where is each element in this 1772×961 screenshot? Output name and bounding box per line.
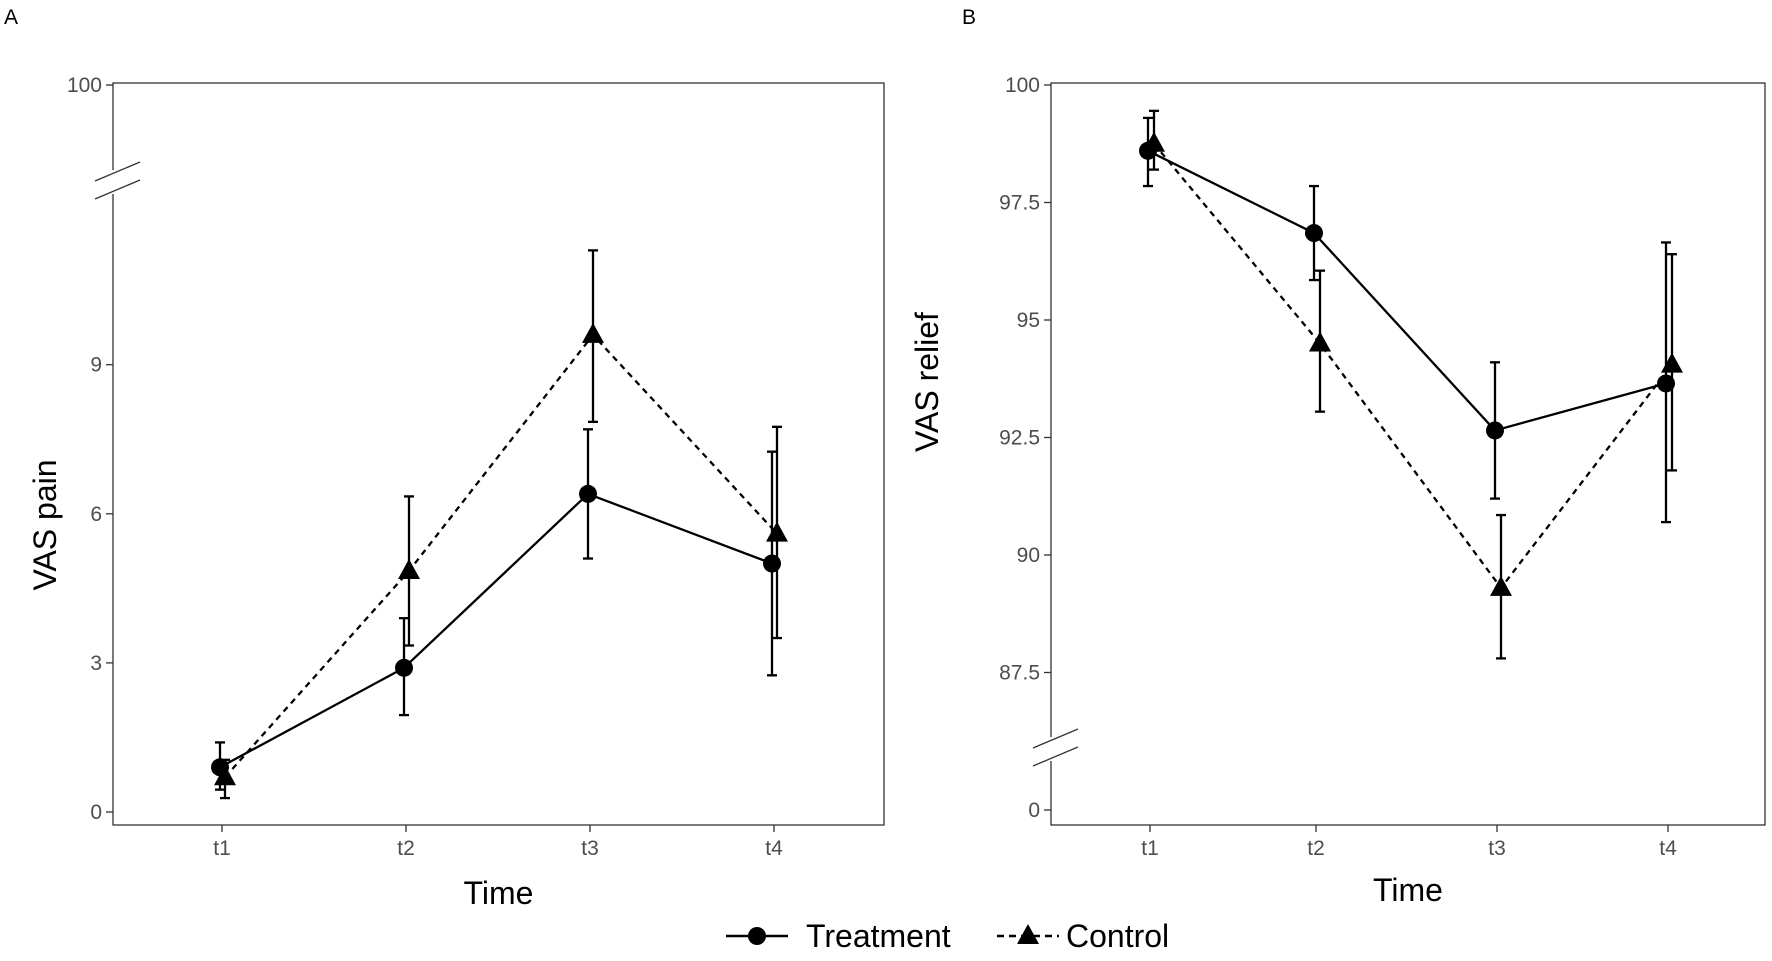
panel-a-axis-break-mark: [94, 161, 141, 182]
legend: Treatment Control: [726, 918, 1169, 954]
panel-a-series: [211, 249, 788, 800]
panel-b-y-tick-label: 87.5: [999, 662, 1040, 685]
panel-b-y-tick-label: 90: [1017, 544, 1040, 567]
panel-a-axis-break-mark: [94, 179, 141, 200]
panel-a-control-point: [398, 558, 420, 579]
panel-b-control-point: [1309, 331, 1331, 352]
panel-b-treatment-point: [1305, 224, 1323, 243]
panel-a-treatment-line: [219, 492, 773, 769]
panel-b-control-line: [1153, 143, 1673, 590]
panel-a-treatment-point: [763, 554, 781, 573]
panel-a-axis-break: [91, 161, 141, 200]
panel-a-y-tick-label: 100: [67, 74, 102, 97]
legend-treatment-marker: [748, 927, 766, 945]
panel-b-y-tick-label: 95: [1017, 309, 1040, 332]
legend-control-label: Control: [1066, 918, 1169, 954]
panel-b-y-tick-label: 92.5: [999, 427, 1040, 450]
panel-a-x-axis: t1 t2 t3 t4: [213, 825, 783, 860]
panel-a-x-tick-label: t2: [397, 837, 415, 860]
panel-b-series: [1139, 109, 1683, 660]
panel-b-y-tick-label: 97.5: [999, 192, 1040, 215]
panel-b-x-tick-label: t1: [1141, 837, 1159, 860]
panel-b-axis-break: [1029, 728, 1079, 767]
panel-b: B 0 87.5 90 92.5 95 97.5 100 t1 t2 t3 t4 Time VAS…: [909, 6, 1766, 908]
panel-a-treatment-point: [579, 484, 597, 503]
panel-b-control-point: [1661, 352, 1683, 373]
panel-a-plot-frame: [112, 82, 885, 826]
panel-b-x-tick-label: t3: [1488, 837, 1506, 860]
panel-a: A 0 3 6 9 100 t1 t2 t3 t4 Time VAS pain: [4, 6, 885, 911]
panel-a-x-tick-label: t1: [213, 837, 231, 860]
panel-a-control-line: [224, 333, 778, 778]
panel-a-control-point: [582, 322, 604, 343]
panel-a-y-axis: 0 3 6 9 100: [67, 74, 113, 824]
panel-a-x-tick-label: t3: [581, 837, 599, 860]
panel-b-x-tick-label: t4: [1659, 837, 1677, 860]
panel-b-treatment-point: [1486, 421, 1504, 440]
panel-b-label: B: [962, 6, 976, 29]
panel-a-x-axis-title: Time: [464, 875, 534, 911]
panel-b-y-tick-label: 0: [1028, 799, 1040, 822]
panel-a-control-point: [214, 765, 236, 786]
panel-a-x-tick-label: t4: [765, 837, 783, 860]
panel-b-y-tick-label: 100: [1005, 74, 1040, 97]
panel-a-y-axis-title: VAS pain: [27, 459, 63, 590]
panel-b-control-point: [1143, 131, 1165, 152]
panel-b-x-axis-title: Time: [1373, 872, 1443, 908]
legend-control-marker: [1017, 924, 1039, 944]
panel-b-treatment-line: [1147, 149, 1667, 432]
panel-a-y-tick-label: 9: [90, 354, 102, 377]
panel-b-axis-break-mark: [1032, 746, 1079, 767]
panel-b-y-axis-title: VAS relief: [909, 312, 945, 452]
panel-b-plot-frame: [1050, 82, 1766, 826]
panel-b-x-axis: t1 t2 t3 t4: [1141, 825, 1677, 860]
panel-a-y-tick-label: 6: [90, 503, 102, 526]
legend-treatment-label: Treatment: [806, 918, 951, 954]
panel-b-y-axis: 0 87.5 90 92.5 95 97.5 100: [999, 74, 1051, 822]
panel-a-y-tick-label: 0: [90, 801, 102, 824]
panel-b-x-tick-label: t2: [1307, 837, 1325, 860]
panel-b-axis-break-mark: [1032, 728, 1079, 749]
panel-a-label: A: [4, 6, 18, 29]
panel-a-control-point: [766, 521, 788, 542]
panel-b-control-point: [1490, 575, 1512, 596]
panel-a-treatment-point: [395, 658, 413, 677]
panel-a-y-tick-label: 3: [90, 652, 102, 675]
